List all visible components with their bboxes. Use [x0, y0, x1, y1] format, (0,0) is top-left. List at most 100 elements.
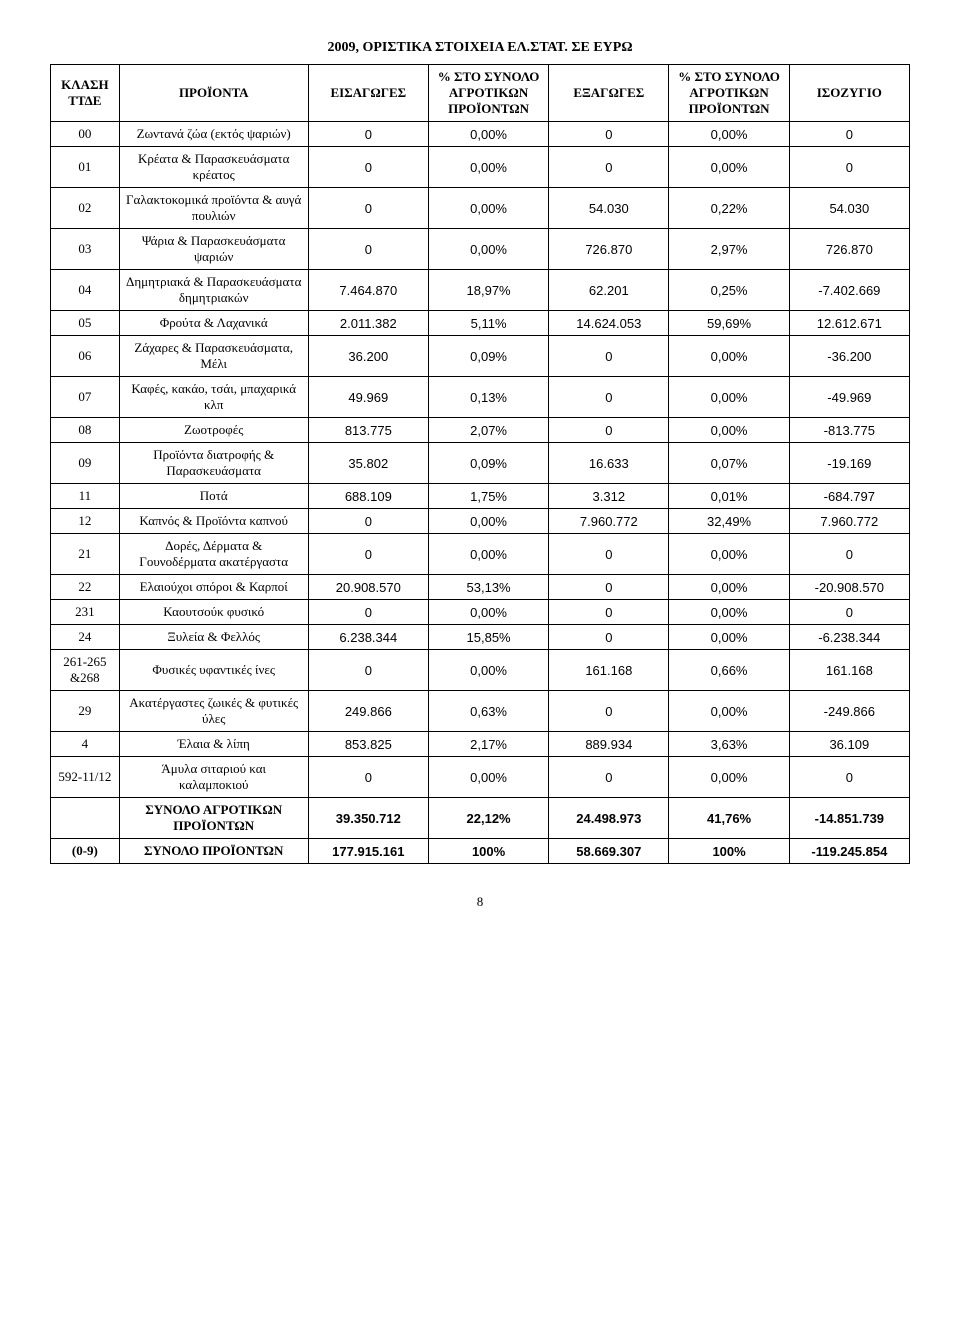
cell-pct2: 0,07%: [669, 443, 789, 484]
cell-exp: 58.669.307: [549, 839, 669, 864]
cell-exp: 3.312: [549, 484, 669, 509]
cell-exp: 0: [549, 691, 669, 732]
cell-pct1: 15,85%: [428, 625, 548, 650]
cell-prod: Κρέατα & Παρασκευάσματα κρέατος: [119, 147, 308, 188]
cell-bal: 0: [789, 600, 909, 625]
cell-imp: 0: [308, 122, 428, 147]
cell-bal: 0: [789, 757, 909, 798]
cell-pct2: 100%: [669, 839, 789, 864]
cell-pct2: 0,00%: [669, 575, 789, 600]
data-table: ΚΛΑΣΗ ΤΤΔΕ ΠΡΟΪΟΝΤΑ ΕΙΣΑΓΩΓΕΣ % ΣΤΟ ΣΥΝΟ…: [50, 64, 910, 864]
cell-exp: 0: [549, 336, 669, 377]
cell-bal: -119.245.854: [789, 839, 909, 864]
cell-code: (0-9): [51, 839, 120, 864]
cell-imp: 0: [308, 188, 428, 229]
cell-pct1: 0,13%: [428, 377, 548, 418]
table-row: 05Φρούτα & Λαχανικά2.011.3825,11%14.624.…: [51, 311, 910, 336]
cell-pct1: 0,00%: [428, 229, 548, 270]
cell-pct1: 1,75%: [428, 484, 548, 509]
cell-prod: Ζάχαρες & Παρασκευάσματα, Μέλι: [119, 336, 308, 377]
cell-bal: 0: [789, 534, 909, 575]
cell-bal: -6.238.344: [789, 625, 909, 650]
cell-pct1: 0,00%: [428, 509, 548, 534]
cell-exp: 24.498.973: [549, 798, 669, 839]
table-row: 22Ελαιούχοι σπόροι & Καρποί20.908.57053,…: [51, 575, 910, 600]
table-row: 24Ξυλεία & Φελλός6.238.34415,85%00,00%-6…: [51, 625, 910, 650]
cell-code: 07: [51, 377, 120, 418]
cell-pct2: 3,63%: [669, 732, 789, 757]
cell-exp: 16.633: [549, 443, 669, 484]
header-code: ΚΛΑΣΗ ΤΤΔΕ: [51, 65, 120, 122]
cell-exp: 0: [549, 625, 669, 650]
cell-pct2: 0,00%: [669, 418, 789, 443]
cell-pct1: 0,09%: [428, 336, 548, 377]
header-pct-exports: % ΣΤΟ ΣΥΝΟΛΟ ΑΓΡΟΤΙΚΩΝ ΠΡΟΪΟΝΤΩΝ: [669, 65, 789, 122]
table-header-row: ΚΛΑΣΗ ΤΤΔΕ ΠΡΟΪΟΝΤΑ ΕΙΣΑΓΩΓΕΣ % ΣΤΟ ΣΥΝΟ…: [51, 65, 910, 122]
cell-prod: Φρούτα & Λαχανικά: [119, 311, 308, 336]
cell-pct2: 0,00%: [669, 122, 789, 147]
cell-exp: 0: [549, 147, 669, 188]
cell-pct1: 0,63%: [428, 691, 548, 732]
cell-imp: 0: [308, 509, 428, 534]
page-number: 8: [50, 894, 910, 910]
cell-pct2: 0,00%: [669, 377, 789, 418]
cell-pct1: 18,97%: [428, 270, 548, 311]
cell-pct1: 2,07%: [428, 418, 548, 443]
cell-imp: 688.109: [308, 484, 428, 509]
cell-imp: 0: [308, 147, 428, 188]
cell-bal: -14.851.739: [789, 798, 909, 839]
cell-prod: Άμυλα σιταριού και καλαμποκιού: [119, 757, 308, 798]
cell-imp: 177.915.161: [308, 839, 428, 864]
cell-imp: 0: [308, 650, 428, 691]
cell-prod: Δημητριακά & Παρασκευάσματα δημητριακών: [119, 270, 308, 311]
cell-imp: 35.802: [308, 443, 428, 484]
cell-bal: -249.866: [789, 691, 909, 732]
cell-imp: 0: [308, 600, 428, 625]
cell-bal: 12.612.671: [789, 311, 909, 336]
cell-pct2: 0,22%: [669, 188, 789, 229]
cell-prod: Ψάρια & Παρασκευάσματα ψαριών: [119, 229, 308, 270]
cell-pct1: 0,00%: [428, 122, 548, 147]
cell-pct2: 0,00%: [669, 691, 789, 732]
header-pct-imports: % ΣΤΟ ΣΥΝΟΛΟ ΑΓΡΟΤΙΚΩΝ ΠΡΟΪΟΝΤΩΝ: [428, 65, 548, 122]
cell-exp: 0: [549, 600, 669, 625]
cell-exp: 726.870: [549, 229, 669, 270]
table-row: 592-11/12Άμυλα σιταριού και καλαμποκιού0…: [51, 757, 910, 798]
cell-code: 29: [51, 691, 120, 732]
cell-exp: 62.201: [549, 270, 669, 311]
cell-imp: 7.464.870: [308, 270, 428, 311]
cell-exp: 0: [549, 418, 669, 443]
cell-bal: -813.775: [789, 418, 909, 443]
cell-code: 08: [51, 418, 120, 443]
cell-code: 09: [51, 443, 120, 484]
cell-code: 02: [51, 188, 120, 229]
cell-bal: 36.109: [789, 732, 909, 757]
cell-code: 24: [51, 625, 120, 650]
cell-pct2: 0,00%: [669, 757, 789, 798]
cell-pct1: 0,09%: [428, 443, 548, 484]
cell-imp: 49.969: [308, 377, 428, 418]
cell-imp: 2.011.382: [308, 311, 428, 336]
cell-pct1: 0,00%: [428, 650, 548, 691]
cell-code: 261-265 &268: [51, 650, 120, 691]
cell-pct1: 0,00%: [428, 534, 548, 575]
header-imports: ΕΙΣΑΓΩΓΕΣ: [308, 65, 428, 122]
cell-code: [51, 798, 120, 839]
cell-prod: Καπνός & Προϊόντα καπνού: [119, 509, 308, 534]
cell-pct2: 0,00%: [669, 625, 789, 650]
cell-code: 05: [51, 311, 120, 336]
header-exports: ΕΞΑΓΩΓΕΣ: [549, 65, 669, 122]
cell-code: 21: [51, 534, 120, 575]
cell-prod: Προϊόντα διατροφής & Παρασκευάσματα: [119, 443, 308, 484]
cell-code: 231: [51, 600, 120, 625]
cell-exp: 14.624.053: [549, 311, 669, 336]
cell-code: 11: [51, 484, 120, 509]
cell-pct1: 0,00%: [428, 600, 548, 625]
cell-pct2: 0,00%: [669, 600, 789, 625]
table-row: 00Ζωντανά ζώα (εκτός ψαριών)00,00%00,00%…: [51, 122, 910, 147]
cell-imp: 0: [308, 229, 428, 270]
cell-pct2: 0,66%: [669, 650, 789, 691]
table-row: 11Ποτά688.1091,75%3.3120,01%-684.797: [51, 484, 910, 509]
header-balance: ΙΣΟΖΥΓΙΟ: [789, 65, 909, 122]
table-row: ΣΥΝΟΛΟ ΑΓΡΟΤΙΚΩΝ ΠΡΟΪΟΝΤΩΝ39.350.71222,1…: [51, 798, 910, 839]
